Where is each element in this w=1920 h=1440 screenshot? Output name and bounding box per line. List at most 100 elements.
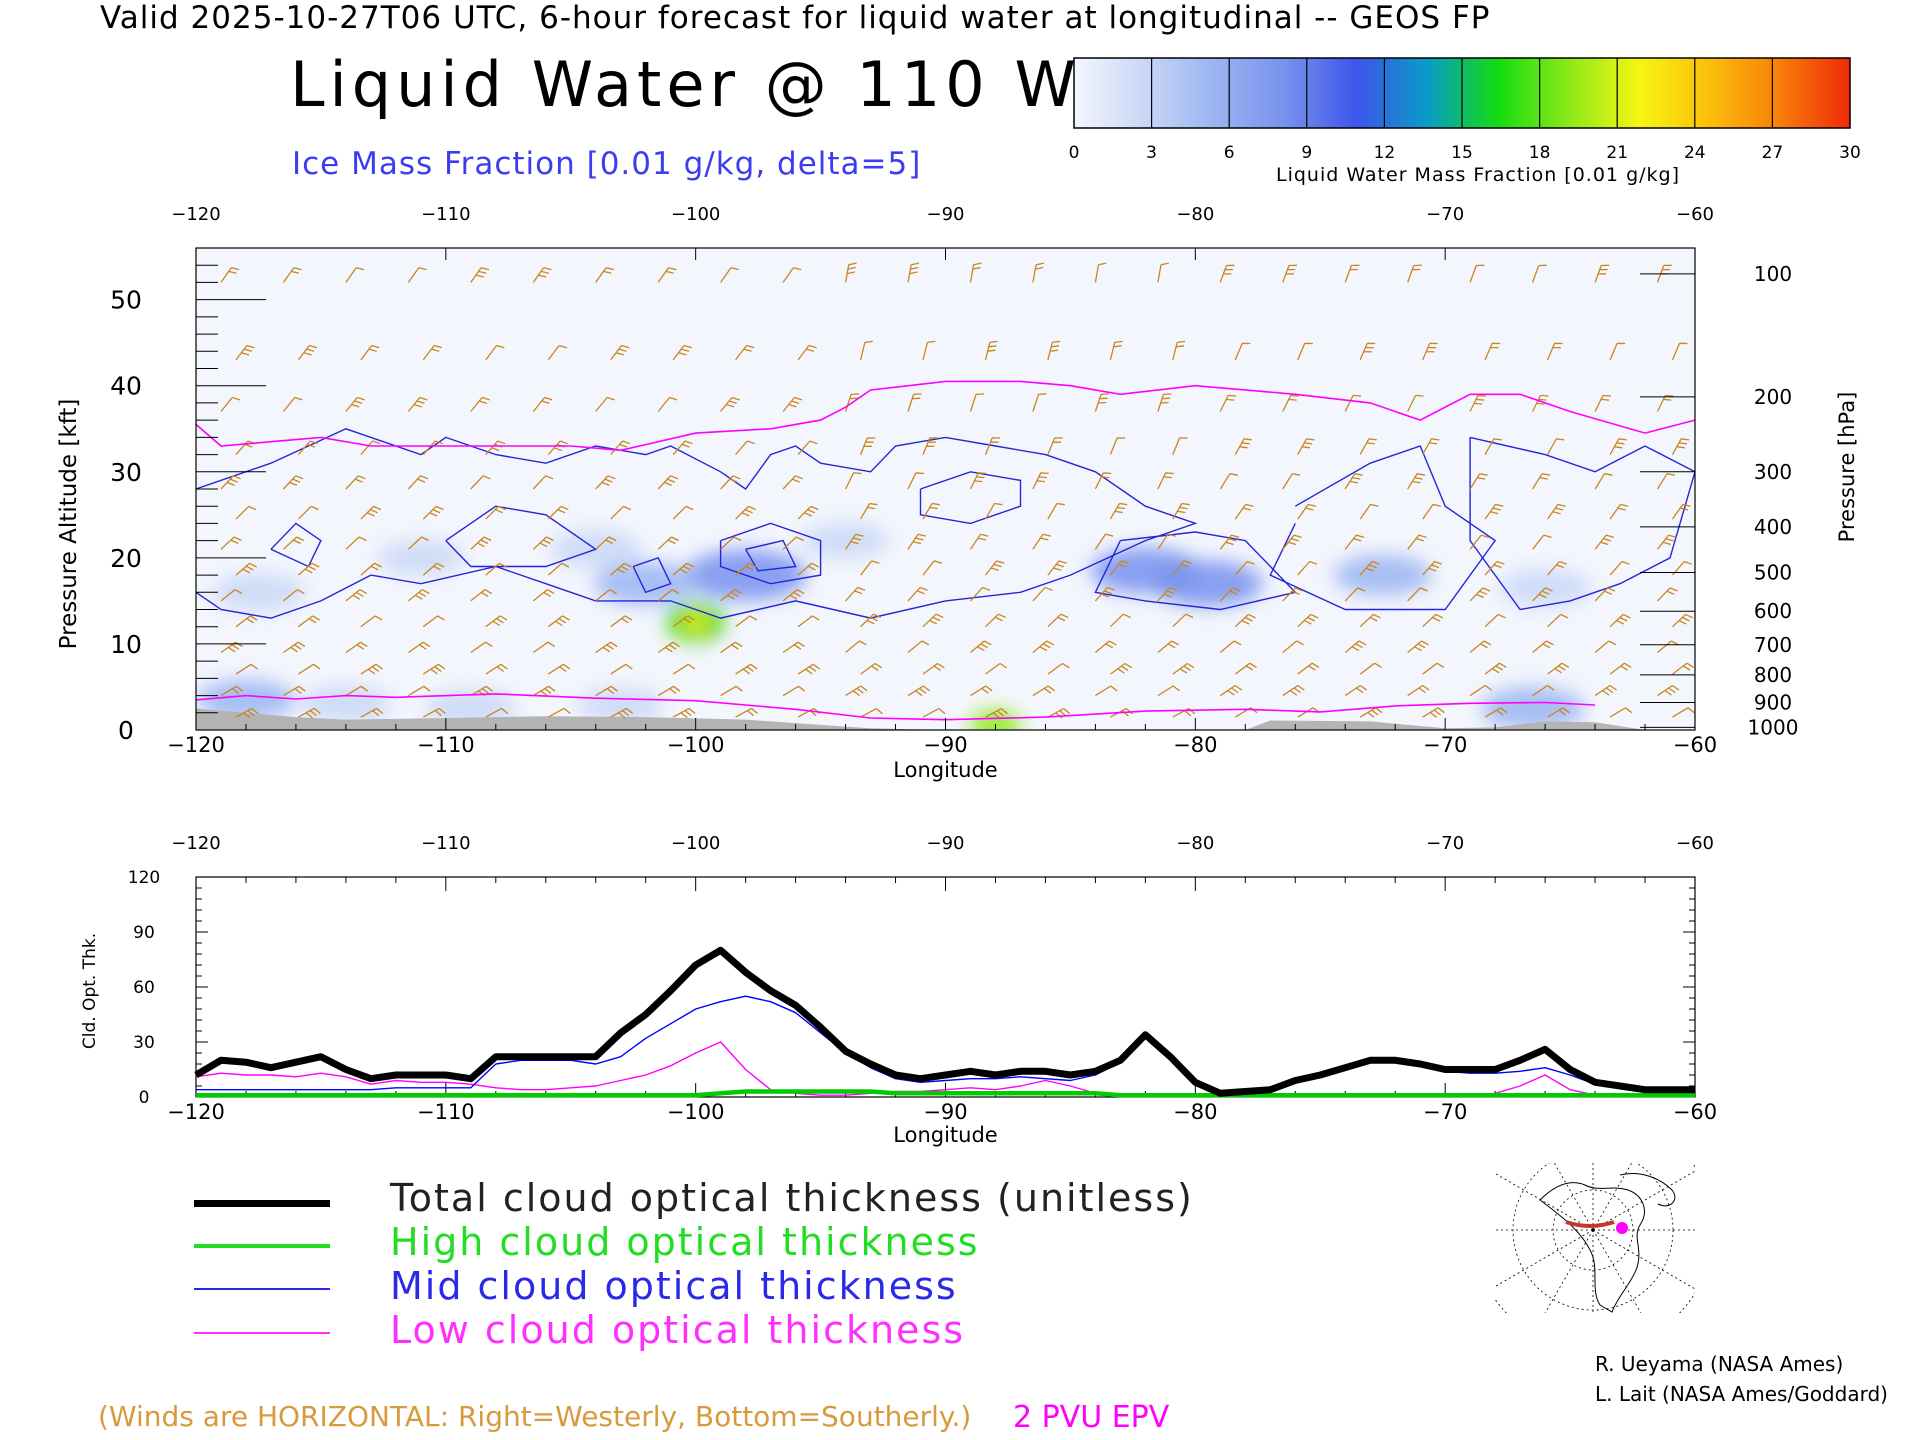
x-tick-label-top: −120 — [171, 204, 220, 225]
wind-barb — [547, 562, 570, 576]
plot-background — [196, 248, 1695, 730]
wind-barb — [1157, 685, 1180, 697]
wind-barb — [922, 340, 936, 361]
wind-barb — [735, 440, 756, 456]
x-tick-label: −120 — [167, 1100, 225, 1124]
wind-barb — [735, 663, 758, 675]
wind-barb — [1344, 684, 1368, 697]
wind-barb — [1219, 587, 1241, 602]
wind-barb — [283, 641, 306, 654]
subtitle-ice-mass: Ice Mass Fraction [0.01 g/kg, delta=5] — [292, 146, 922, 182]
wind-barb — [422, 505, 444, 520]
wind-barb — [1594, 473, 1613, 490]
wind-barb — [1282, 264, 1297, 283]
wind-barb — [1484, 613, 1506, 628]
wind-barb — [782, 475, 804, 490]
x-tick-label: −110 — [417, 1100, 475, 1124]
wind-barb — [470, 396, 490, 412]
wind-barb — [672, 562, 695, 576]
credit-line-1: R. Ueyama (NASA Ames) — [1595, 1352, 1844, 1376]
wind-barb — [1547, 438, 1565, 455]
wind-barb — [1172, 502, 1190, 520]
wind-barb — [1282, 394, 1299, 412]
wind-barb — [532, 536, 554, 550]
wind-barb — [1422, 438, 1440, 455]
wind-barb — [532, 475, 554, 490]
x-tick-label: −80 — [1173, 1100, 1217, 1124]
wind-barb — [547, 615, 570, 628]
liquid-water-blob — [1480, 686, 1585, 730]
wind-barb — [282, 536, 305, 550]
wind-barb — [485, 505, 507, 520]
wind-barb — [422, 344, 443, 361]
wind-barb — [1032, 586, 1053, 602]
wind-barb — [1047, 560, 1067, 576]
wind-barb — [1407, 684, 1430, 697]
wind-barb — [547, 663, 571, 675]
wind-barb — [610, 505, 632, 520]
wind-barb — [657, 536, 679, 550]
wind-barb — [1359, 662, 1382, 675]
wind-barb — [970, 685, 993, 697]
wind-barb — [1484, 438, 1502, 455]
pressure-tick-label: 900 — [1754, 690, 1792, 714]
wind-barb — [985, 613, 1006, 628]
y-axis-label: Cld. Opt. Thk. — [80, 933, 100, 1049]
wind-barb — [969, 533, 989, 550]
ice-contour — [919, 471, 1022, 525]
wind-barb — [595, 685, 618, 697]
wind-barb — [720, 396, 740, 412]
wind-barb — [797, 440, 818, 456]
liquid-water-blob — [1333, 554, 1432, 596]
legend-swatch-2 — [194, 1288, 330, 1290]
series-line-total — [194, 946, 1695, 1097]
wind-barb — [984, 340, 998, 361]
wind-barb — [782, 641, 805, 654]
liquid-water-blob — [593, 561, 698, 606]
wind-barb — [407, 267, 427, 283]
wind-barb — [860, 708, 883, 718]
wind-barb — [547, 505, 569, 520]
wind-barb — [1422, 560, 1443, 576]
wind-barb — [1422, 342, 1438, 361]
wind-barb — [672, 663, 696, 675]
wind-barb — [1594, 587, 1616, 602]
wind-barb — [922, 613, 944, 628]
wind-barb — [220, 536, 242, 550]
wind-barb — [859, 437, 876, 455]
wind-barb — [1532, 587, 1553, 602]
wind-barb — [1297, 438, 1315, 455]
wind-barb — [297, 440, 318, 456]
x-tick-label-top: −110 — [421, 833, 470, 854]
wind-barb — [907, 393, 922, 412]
wind-barb — [1234, 503, 1254, 520]
wind-barb — [1047, 708, 1071, 719]
wind-barb — [1032, 262, 1045, 283]
wind-barb — [1282, 534, 1302, 550]
y-tick-label: 60 — [133, 978, 155, 998]
wind-barb — [922, 708, 946, 718]
wind-barb — [1109, 613, 1131, 628]
ice-contour — [632, 557, 672, 594]
wind-barb — [485, 562, 507, 576]
wind-barb — [985, 708, 1008, 719]
wind-barb — [1032, 533, 1051, 550]
wind-barb — [657, 475, 679, 490]
pressure-tick-label: 400 — [1754, 515, 1792, 539]
wind-barb — [547, 344, 567, 361]
wind-barb — [422, 663, 446, 675]
x-tick-label-top: −70 — [1426, 204, 1464, 225]
liquid-water-blob — [1152, 560, 1263, 607]
wind-barb — [595, 536, 617, 550]
wind-barb — [907, 472, 924, 490]
wind-barb — [1609, 707, 1633, 718]
wind-barb — [408, 685, 431, 697]
wind-barb — [1032, 640, 1055, 653]
wind-barb — [1297, 503, 1317, 520]
wind-barb — [1484, 707, 1508, 718]
wind-barb — [360, 663, 383, 675]
wind-barb — [345, 685, 368, 697]
pressure-tick-label: 800 — [1754, 663, 1792, 687]
wind-barb — [532, 267, 552, 283]
